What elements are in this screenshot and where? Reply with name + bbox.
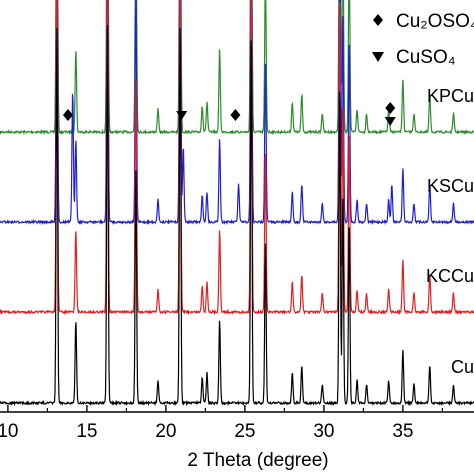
legend-label: CuSO₄ bbox=[396, 47, 456, 68]
x-tick-label: 35 bbox=[392, 421, 413, 442]
series-line-kccu bbox=[0, 0, 474, 316]
legend-label: Cu₂OSO₄ bbox=[396, 11, 474, 32]
series-label-kscu: KSCu bbox=[427, 176, 474, 196]
x-tick-label: 20 bbox=[155, 421, 176, 442]
x-tick-label: 15 bbox=[76, 421, 97, 442]
annotation-layer bbox=[62, 102, 396, 126]
series-line-kpcu bbox=[0, 0, 474, 136]
marker-cu2oso4-0 bbox=[62, 109, 73, 121]
x-tick-label: 25 bbox=[234, 421, 255, 442]
series-label-kccu: KCCu bbox=[426, 266, 474, 286]
x-tick-label: 10 bbox=[0, 421, 18, 442]
series-label-kpcu: KPCu bbox=[427, 86, 474, 106]
series-label-cu: Cu bbox=[451, 357, 474, 377]
marker-cuso4-4 bbox=[384, 117, 396, 126]
series-line-cu bbox=[0, 25, 474, 407]
marker-cuso4-1 bbox=[176, 111, 188, 120]
legend-marker-triangle bbox=[372, 52, 384, 62]
marker-cu2oso4-3 bbox=[385, 102, 396, 114]
marker-cu2oso4-2 bbox=[230, 109, 241, 121]
legend-marker-diamond bbox=[373, 14, 383, 26]
series-line-kscu bbox=[0, 0, 474, 226]
series-layer: KPCu KSCu KCCu Cu bbox=[0, 0, 474, 407]
legend: Cu₂OSO₄ CuSO₄ bbox=[372, 11, 474, 68]
x-axis-label: 2 Theta (degree) bbox=[187, 450, 328, 471]
tick-layer: 10 15 20 25 30 35 bbox=[0, 405, 443, 442]
x-tick-label: 30 bbox=[313, 421, 334, 442]
